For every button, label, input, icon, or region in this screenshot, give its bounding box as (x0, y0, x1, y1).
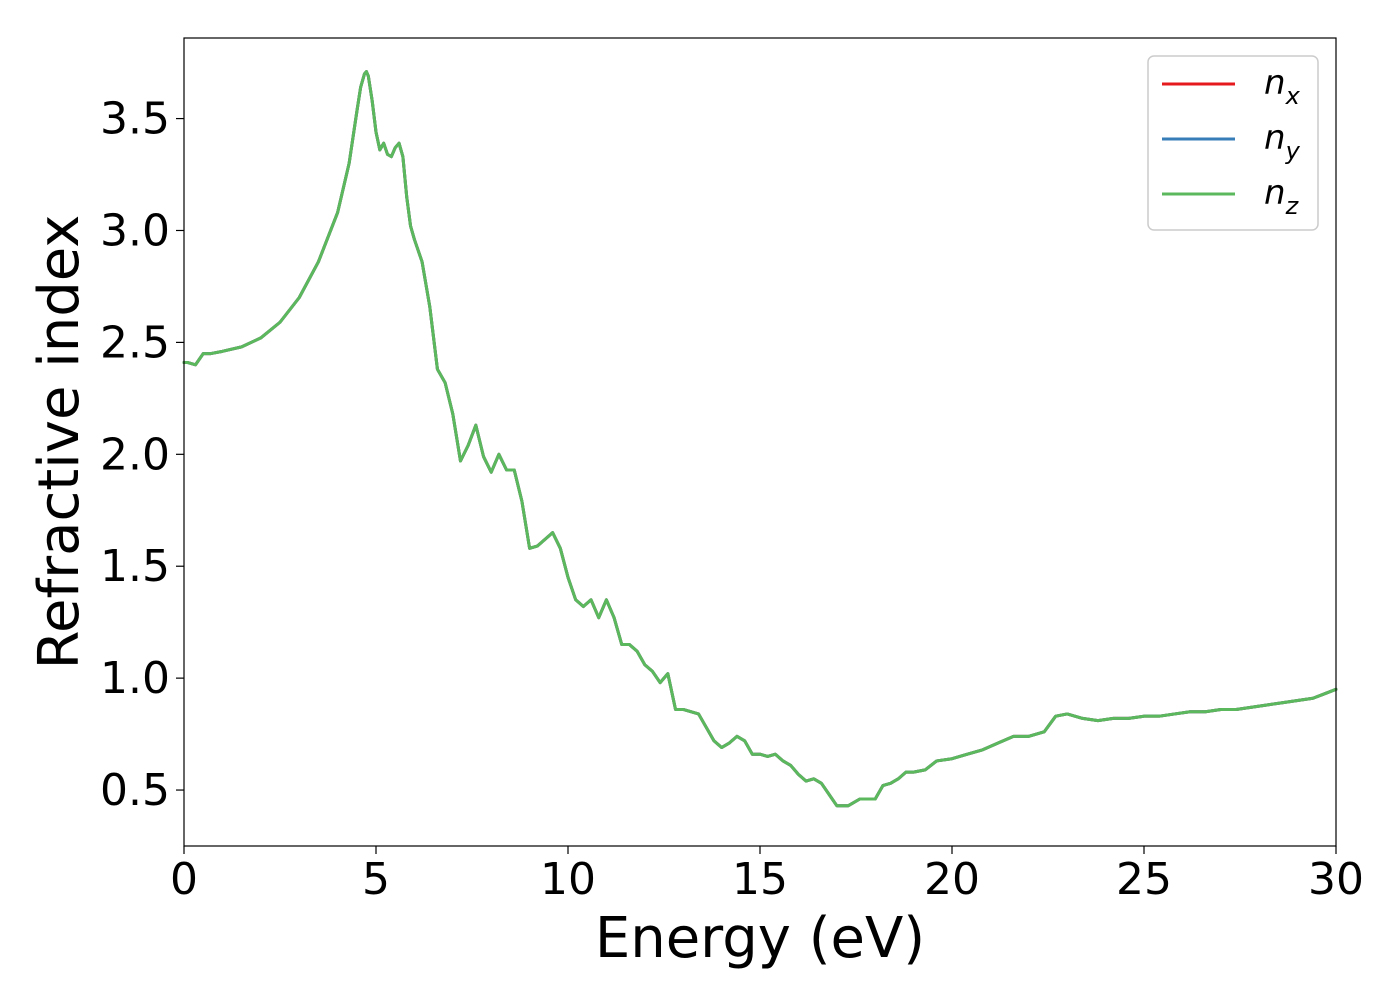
legend-box (1147, 55, 1319, 231)
x-tick-label: 25 (1116, 854, 1172, 905)
legend-label-z: nz (1264, 173, 1300, 220)
y-axis-label: Refractive index (27, 215, 92, 670)
x-tick-label: 30 (1308, 854, 1364, 905)
x-tick-label: 10 (540, 854, 596, 905)
x-tick-label: 5 (362, 854, 390, 905)
x-tick-label: 20 (924, 854, 980, 905)
y-tick-label: 3.0 (100, 205, 170, 256)
legend-label-x: nx (1264, 63, 1301, 110)
x-axis-label: Energy (eV) (595, 906, 925, 971)
y-axis-ticks: 0.5 1.0 1.5 2.0 2.5 3.0 3.5 (100, 94, 184, 816)
x-tick-label: 0 (170, 854, 198, 905)
series-line-z (182, 70, 1338, 808)
y-tick-label: 2.0 (100, 429, 170, 480)
y-tick-label: 2.5 (100, 317, 170, 368)
y-tick-label: 0.5 (100, 765, 170, 816)
x-tick-label: 15 (732, 854, 788, 905)
series-layer (182, 70, 1338, 808)
y-tick-label: 1.5 (100, 541, 170, 592)
x-axis-ticks: 0 5 10 15 20 25 30 (170, 846, 1364, 905)
legend: nx ny nz (1147, 55, 1319, 231)
legend-label-y: ny (1264, 118, 1301, 165)
y-tick-label: 1.0 (100, 653, 170, 704)
y-tick-label: 3.5 (100, 94, 170, 145)
